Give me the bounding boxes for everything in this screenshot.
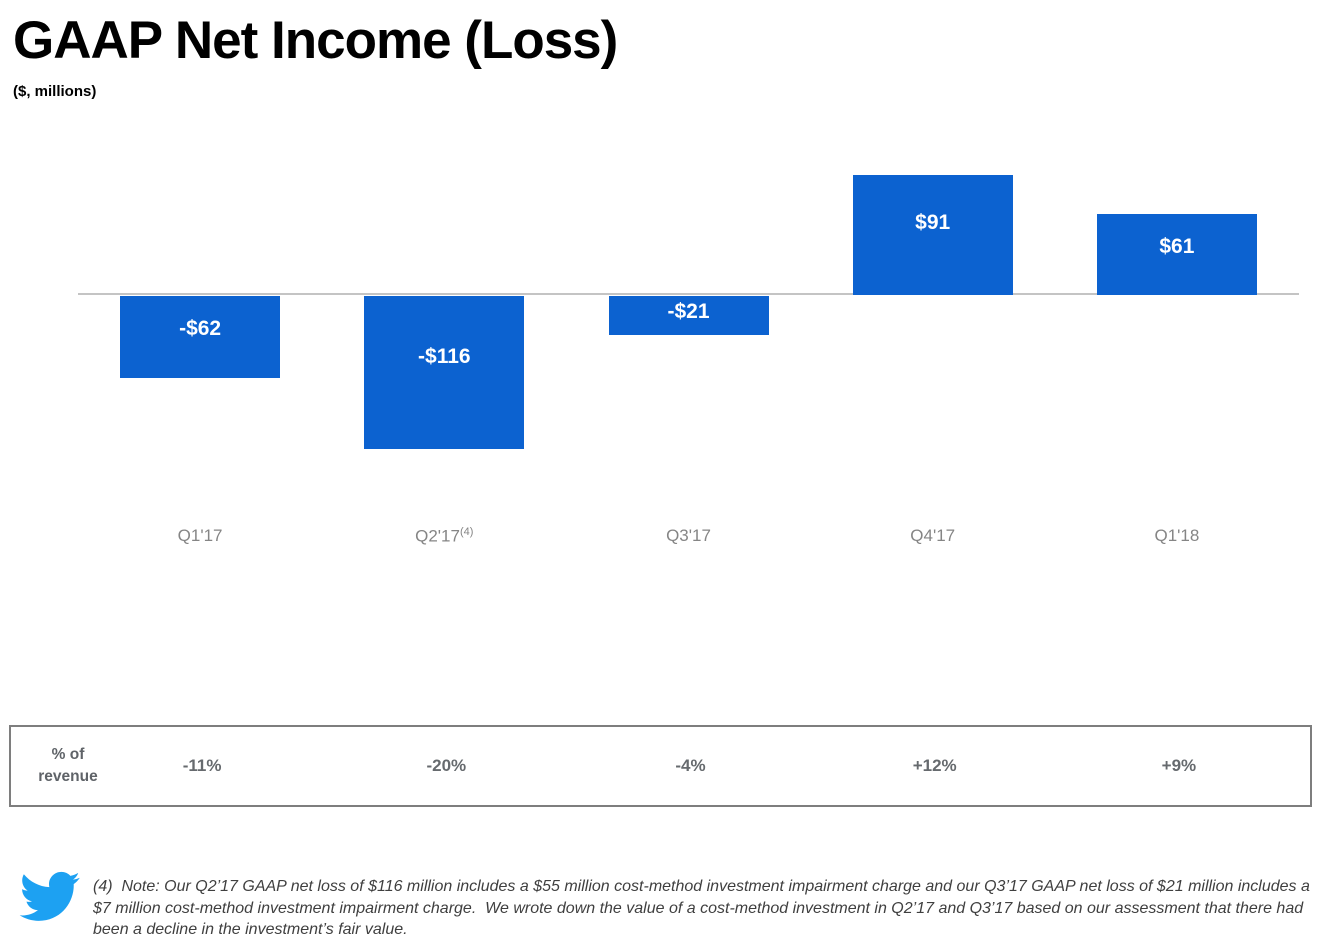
chart-bar-Q1'17: -$62 — [120, 296, 281, 378]
x-axis-label-text: Q3'17 — [666, 526, 711, 545]
revenue-row-header: % of revenue — [38, 746, 98, 785]
chart-bar-Q2'17: -$116 — [364, 296, 525, 450]
percent-of-revenue-cell-Q1'18: +9% — [1161, 756, 1197, 775]
x-axis-label-text: Q2'17 — [415, 526, 460, 546]
chart-bar-Q4'17: $91 — [852, 174, 1013, 295]
percent-of-revenue-cell-Q2'17: -20% — [426, 756, 467, 775]
x-axis-label-Q3'17: Q3'17 — [566, 526, 810, 550]
x-axis-label-Q1'17: Q1'17 — [78, 526, 322, 550]
net-income-bar-chart: -$62 Q1'17 -$116 Q2'17(4) -$21 Q3'17 $91 Q4'17 $… — [78, 150, 1299, 560]
x-axis-label-Q2'17: Q2'17(4) — [322, 526, 566, 550]
twitter-bird-path — [19, 871, 80, 921]
percent-of-revenue-cell-Q1'17: -11% — [182, 756, 222, 775]
chart-bar-Q1'18: $61 — [1096, 214, 1257, 295]
page-title: GAAP Net Income (Loss) — [13, 11, 618, 70]
footnote: (4) Note: Our Q2’17 GAAP net loss of $11… — [93, 878, 1310, 938]
percent-of-revenue-cell-Q4'17: +12% — [912, 756, 957, 775]
zero-baseline — [78, 293, 1299, 295]
chart-bar-Q3'17: -$21 — [608, 296, 769, 335]
units-subtitle: ($, millions) — [13, 83, 97, 100]
twitter-bird-icon — [17, 871, 81, 929]
bar-value-label: -$62 — [179, 316, 222, 340]
x-axis-label-text: Q1'18 — [1154, 526, 1200, 545]
bar-value-label: $61 — [1159, 234, 1195, 258]
bar-value-label: $91 — [915, 210, 951, 234]
percent-of-revenue-table: % of revenue -11% -20% -4% +12% +9% — [9, 725, 1312, 807]
bar-value-label: -$116 — [418, 345, 471, 369]
x-axis-label-Q1'18: Q1'18 — [1055, 526, 1299, 550]
x-axis-label-text: Q4'17 — [910, 526, 956, 545]
footnote-marker: (4) — [459, 526, 474, 538]
bar-value-label: -$21 — [667, 299, 710, 323]
percent-of-revenue-cell-Q3'17: -4% — [675, 756, 706, 775]
x-axis-label-text: Q1'17 — [177, 526, 223, 545]
x-axis-label-Q4'17: Q4'17 — [811, 526, 1055, 550]
